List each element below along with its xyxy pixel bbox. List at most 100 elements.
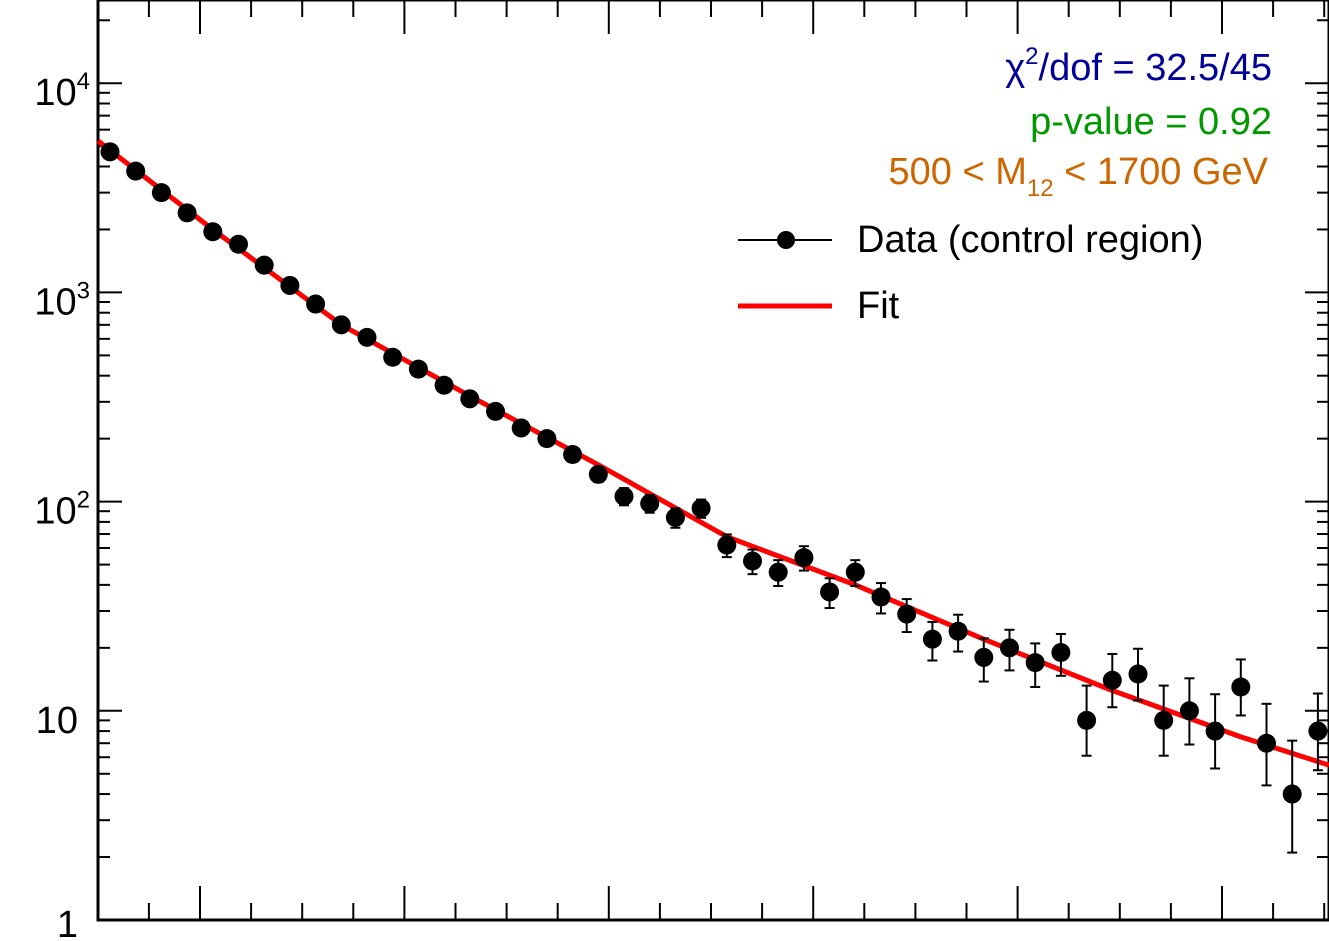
data-point-marker	[434, 375, 454, 395]
data-point-marker	[974, 647, 994, 667]
data-point-marker	[743, 551, 762, 571]
data-point	[357, 327, 377, 347]
data-points-layer	[100, 142, 1328, 854]
data-point-marker	[948, 621, 968, 641]
data-point-marker	[126, 161, 146, 181]
data-point	[1051, 632, 1071, 677]
data-point	[1000, 628, 1019, 672]
data-point	[588, 464, 608, 484]
data-point	[717, 533, 737, 559]
chi2-text: /dof = 32.5/45	[1039, 47, 1272, 89]
mass-range-suffix: < 1700 GeV	[1054, 151, 1269, 193]
data-point	[460, 389, 480, 409]
data-point-marker	[511, 418, 531, 438]
data-point	[794, 545, 814, 572]
data-point	[126, 161, 146, 181]
data-point-marker	[1154, 710, 1174, 730]
legend: Data (control region) Fit	[738, 219, 1203, 327]
data-point	[1025, 642, 1045, 688]
pvalue-annotation: p-value = 0.92	[1030, 101, 1272, 143]
data-point	[177, 203, 197, 223]
data-point	[974, 637, 994, 683]
data-point-marker	[229, 234, 248, 254]
data-point-marker	[1257, 733, 1276, 753]
data-point-marker	[563, 444, 583, 464]
y-tick-base: 1	[57, 904, 78, 941]
y-tick-base: 10	[34, 72, 76, 114]
data-point-marker	[640, 493, 660, 513]
data-point-marker	[203, 222, 223, 242]
y-tick-label: 10	[36, 700, 78, 742]
data-point-marker	[460, 389, 480, 409]
y-tick-exponent: 3	[77, 277, 90, 304]
data-point-marker	[1051, 642, 1071, 662]
data-point	[1257, 702, 1276, 787]
data-point-marker	[254, 255, 274, 275]
data-point-marker	[922, 629, 942, 649]
data-point	[871, 582, 891, 615]
data-point-marker	[1205, 721, 1225, 741]
data-point	[1102, 652, 1122, 709]
data-point	[408, 359, 428, 379]
data-point	[563, 444, 583, 464]
data-point	[1128, 647, 1148, 702]
legend-data-label: Data (control region)	[857, 219, 1203, 261]
data-point-marker	[100, 142, 120, 162]
data-point	[665, 507, 685, 529]
y-tick-base: 10	[36, 700, 78, 742]
data-point-marker	[331, 315, 351, 335]
data-point-marker	[845, 562, 865, 582]
data-point-marker	[1308, 721, 1328, 741]
data-point	[203, 222, 223, 242]
data-point	[1205, 693, 1225, 770]
data-point	[1154, 684, 1174, 757]
data-point-marker	[897, 604, 917, 624]
data-point-marker	[280, 275, 300, 295]
data-point	[1308, 692, 1328, 772]
data-point	[922, 620, 942, 662]
data-point	[948, 613, 968, 653]
data-point	[229, 234, 248, 254]
legend-fit-label: Fit	[857, 285, 900, 327]
data-point	[897, 598, 917, 634]
data-point	[383, 347, 403, 367]
data-point	[845, 559, 865, 588]
data-point-marker	[820, 582, 840, 602]
mass-range-sub: 12	[1027, 175, 1054, 202]
y-tick-exponent: 2	[77, 487, 90, 514]
data-point	[1077, 684, 1097, 757]
y-tick-label: 104	[34, 68, 90, 114]
data-point	[691, 498, 711, 519]
data-point	[511, 418, 531, 438]
data-point	[743, 548, 762, 576]
data-point-marker	[1231, 677, 1251, 697]
data-point	[1282, 739, 1302, 854]
data-point-marker	[1102, 670, 1122, 690]
data-point-marker	[871, 587, 891, 607]
data-point	[486, 401, 505, 421]
data-point-marker	[1025, 653, 1045, 673]
data-point-marker	[357, 327, 377, 347]
data-point	[640, 493, 660, 514]
data-point-marker	[614, 486, 634, 506]
data-point-marker	[1128, 664, 1148, 684]
data-point-marker	[486, 401, 505, 421]
chi2-symbol: χ	[1005, 47, 1025, 89]
plot-frame	[96, 0, 1329, 922]
axis-ticks	[98, 0, 1329, 921]
chi2-annotation: χ2/dof = 32.5/45	[1005, 43, 1272, 89]
data-point	[768, 559, 788, 588]
mass-range-annotation: 500 < M12 < 1700 GeV	[888, 151, 1268, 202]
annotations: χ2/dof = 32.5/45 p-value = 0.92 500 < M1…	[888, 43, 1272, 202]
data-point	[614, 486, 634, 507]
data-point-marker	[794, 548, 814, 568]
data-point-marker	[1077, 710, 1097, 730]
data-point-marker	[383, 347, 403, 367]
data-point-marker	[408, 359, 428, 379]
data-point-marker	[306, 294, 326, 314]
y-tick-label: 103	[34, 277, 90, 323]
data-point	[254, 255, 274, 275]
data-point-marker	[1000, 638, 1019, 658]
